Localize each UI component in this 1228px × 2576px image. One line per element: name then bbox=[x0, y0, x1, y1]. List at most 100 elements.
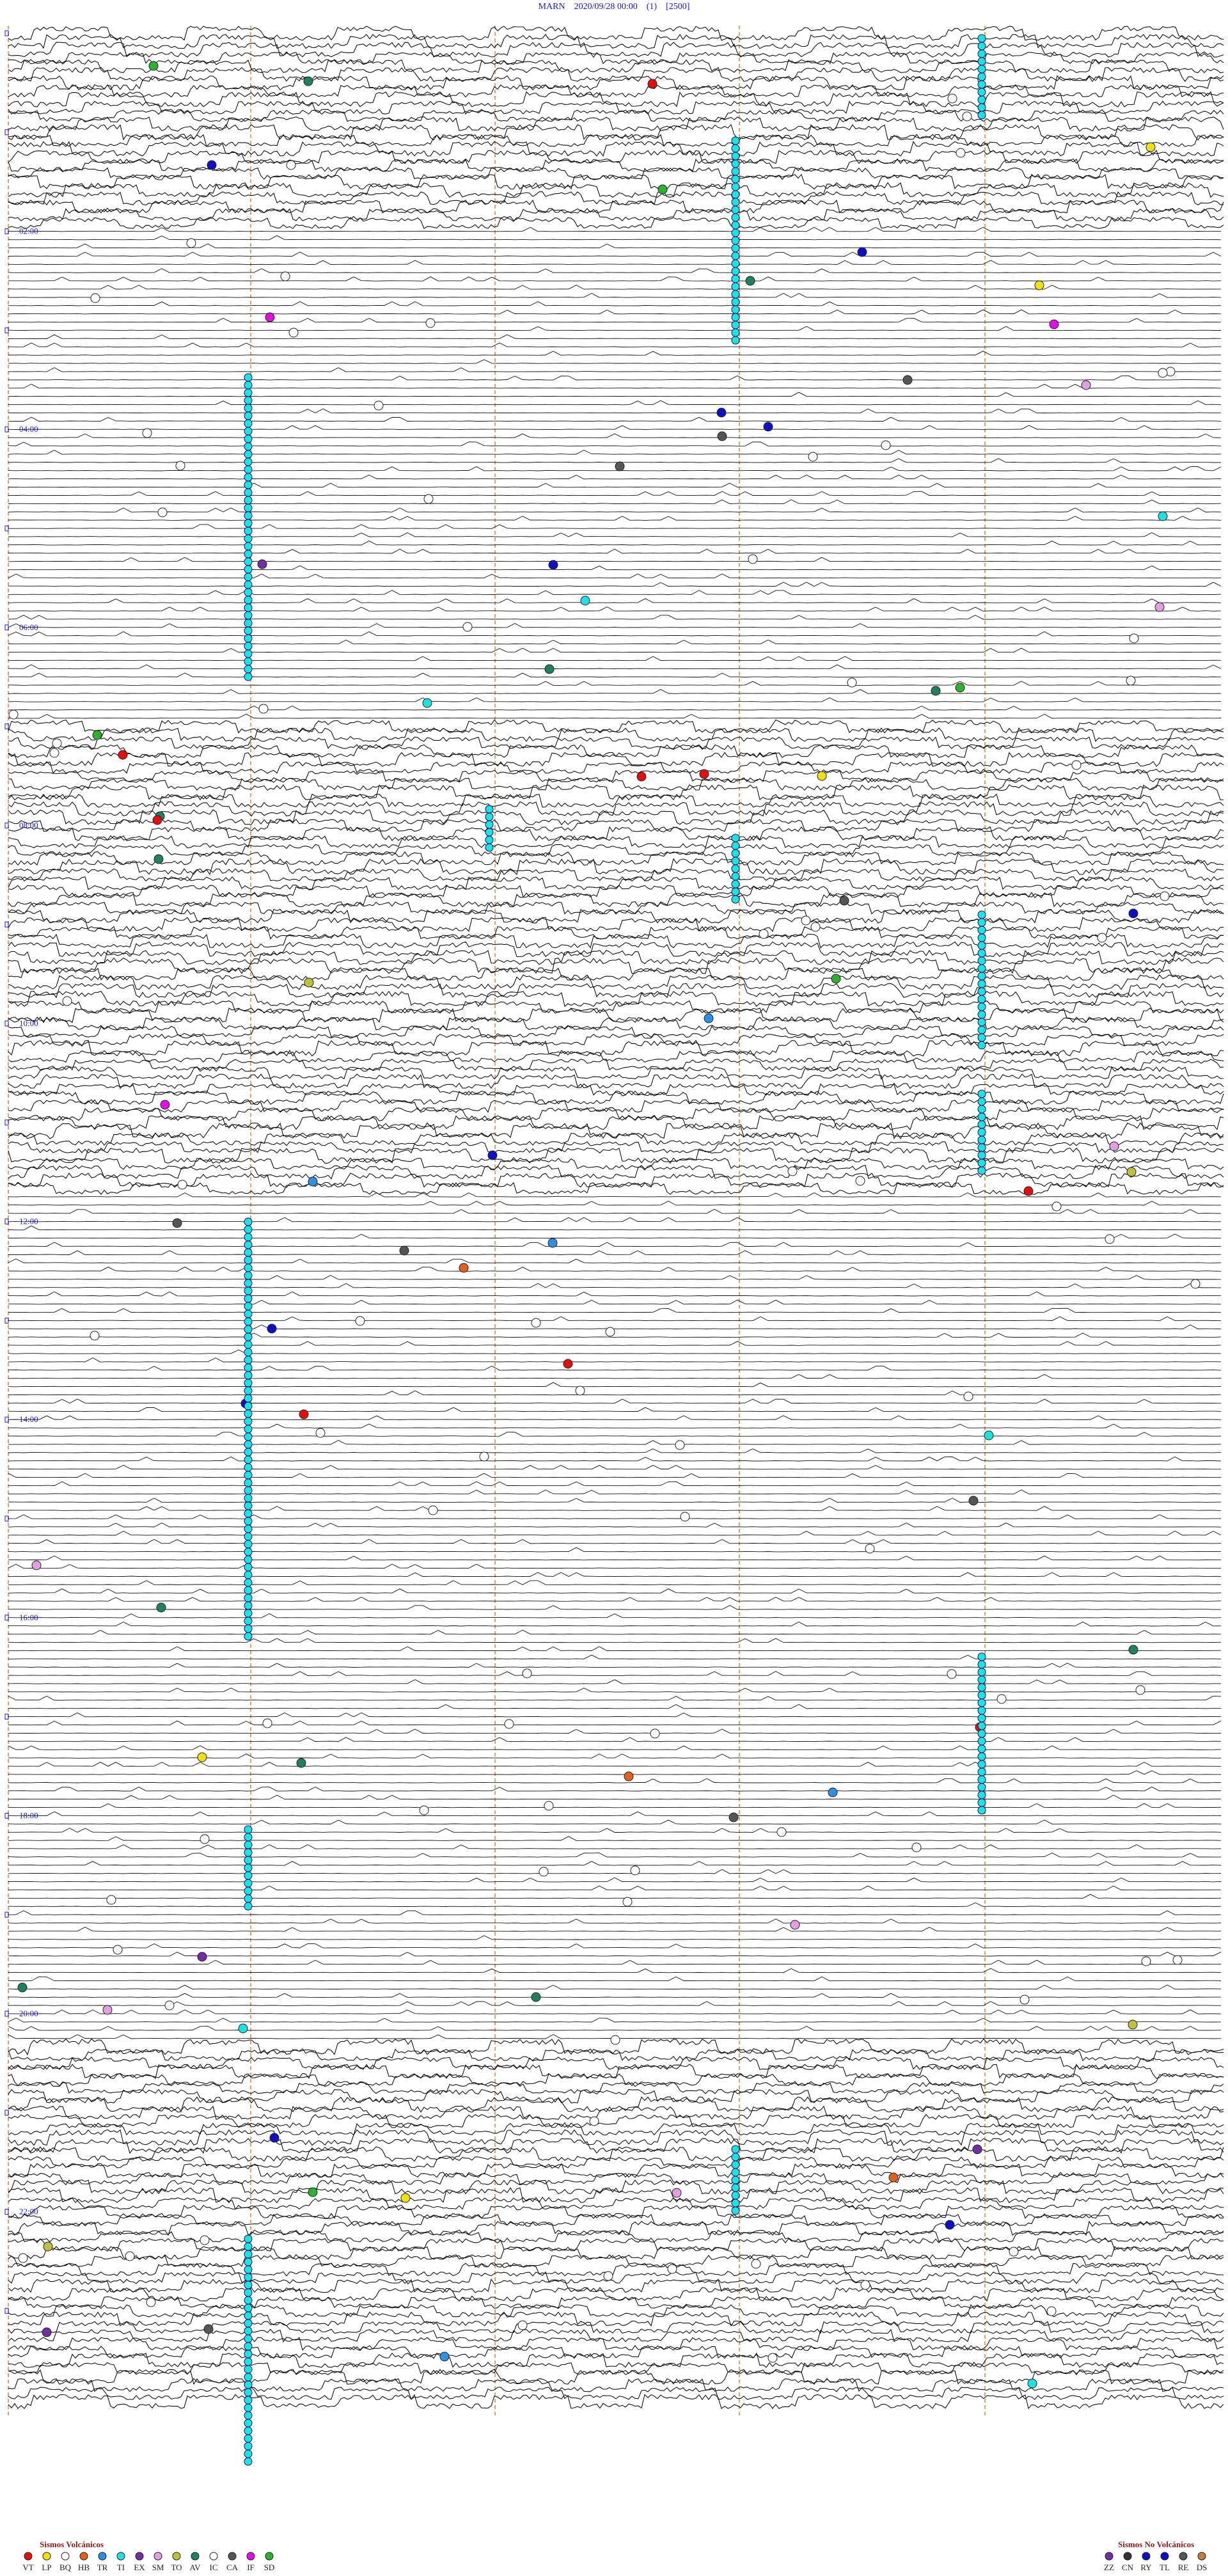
trace bbox=[8, 885, 1224, 898]
event-marker bbox=[787, 1166, 798, 1176]
event-marker bbox=[680, 1512, 690, 1522]
tremor-marker bbox=[244, 1240, 253, 1249]
event-marker bbox=[911, 1842, 922, 1853]
trace bbox=[8, 1703, 1222, 1709]
hour-bracket bbox=[4, 723, 9, 730]
trace bbox=[8, 260, 1222, 265]
event-marker bbox=[197, 1952, 207, 1962]
trace bbox=[8, 2387, 1224, 2400]
tremor-marker bbox=[977, 95, 986, 104]
event-marker bbox=[902, 375, 913, 385]
event-marker bbox=[647, 79, 657, 89]
tremor-marker bbox=[731, 144, 740, 153]
event-marker bbox=[459, 1263, 469, 1273]
event-marker bbox=[1009, 2247, 1019, 2257]
trace bbox=[8, 1192, 1222, 1197]
trace bbox=[8, 1737, 1222, 1742]
trace bbox=[8, 226, 1221, 232]
tremor-marker bbox=[244, 1279, 253, 1288]
tremor-marker bbox=[244, 596, 253, 604]
tremor-marker bbox=[244, 1402, 253, 1410]
event-marker bbox=[962, 111, 972, 122]
tremor-marker bbox=[244, 1317, 253, 1326]
hour-bracket bbox=[4, 822, 9, 828]
trace bbox=[8, 2303, 1224, 2318]
tremor-marker bbox=[244, 1271, 253, 1280]
legend-title: Sismos No Volcánicos bbox=[1118, 2540, 1194, 2549]
tremor-marker bbox=[977, 1683, 986, 1692]
tremor-marker bbox=[731, 213, 740, 222]
trace bbox=[8, 292, 1222, 298]
trace bbox=[8, 926, 1224, 940]
event-marker bbox=[1154, 602, 1165, 612]
tremor-marker bbox=[244, 419, 253, 428]
tremor-marker bbox=[244, 1432, 253, 1441]
event-marker bbox=[1145, 142, 1156, 152]
event-marker bbox=[817, 771, 827, 781]
trace bbox=[8, 892, 1224, 908]
hour-bracket bbox=[4, 327, 9, 333]
trace bbox=[8, 573, 1222, 579]
event-marker bbox=[544, 664, 555, 674]
tremor-marker bbox=[244, 1616, 253, 1625]
event-marker bbox=[31, 1560, 42, 1570]
tremor-marker bbox=[977, 949, 986, 958]
trace bbox=[8, 1489, 1222, 1495]
tremor-marker bbox=[244, 1632, 253, 1641]
trace bbox=[8, 672, 1222, 677]
trace bbox=[8, 719, 1224, 734]
tremor-marker bbox=[244, 1848, 253, 1857]
event-marker bbox=[1023, 1186, 1034, 1196]
tremor-marker bbox=[244, 473, 253, 482]
event-marker bbox=[102, 2005, 113, 2015]
trace bbox=[8, 2369, 1224, 2385]
tremor-marker bbox=[244, 1233, 253, 1242]
event-marker bbox=[615, 461, 625, 471]
trace bbox=[8, 557, 1222, 562]
trace bbox=[8, 2026, 1222, 2031]
trace bbox=[8, 727, 1224, 742]
event-marker bbox=[624, 1771, 634, 1782]
event-marker bbox=[355, 1316, 365, 1326]
trace bbox=[8, 1050, 1224, 1063]
trace bbox=[8, 1885, 1221, 1891]
tremor-marker bbox=[244, 1501, 253, 1510]
trace bbox=[8, 1497, 1222, 1503]
tremor-marker bbox=[485, 835, 494, 844]
event-marker bbox=[422, 698, 432, 708]
tremor-marker bbox=[977, 1089, 986, 1098]
event-marker bbox=[90, 1331, 100, 1341]
hour-bracket bbox=[4, 2307, 9, 2314]
event-marker bbox=[956, 148, 966, 158]
event-marker bbox=[548, 560, 558, 570]
tremor-marker bbox=[977, 1166, 986, 1175]
trace bbox=[8, 744, 1224, 758]
trace bbox=[8, 516, 1222, 521]
event-marker bbox=[657, 184, 668, 194]
tremor-marker bbox=[977, 1041, 986, 1050]
event-marker bbox=[172, 1218, 182, 1228]
trace bbox=[8, 499, 1222, 505]
trace bbox=[8, 1357, 1222, 1363]
time-label: 04:00 bbox=[19, 424, 38, 434]
event-marker bbox=[49, 748, 59, 758]
tremor-marker bbox=[244, 1217, 253, 1226]
trace bbox=[8, 367, 1222, 372]
tremor-marker bbox=[244, 511, 253, 520]
event-marker bbox=[947, 1669, 957, 1679]
trace bbox=[8, 656, 1222, 661]
tremor-marker bbox=[244, 2296, 253, 2305]
trace bbox=[8, 957, 1224, 974]
trace bbox=[8, 1786, 1222, 1792]
trace bbox=[8, 1332, 1222, 1338]
trace bbox=[8, 809, 1224, 826]
tremor-marker bbox=[731, 2153, 740, 2161]
tremor-marker bbox=[244, 1263, 253, 1272]
event-marker bbox=[605, 1327, 615, 1337]
trace bbox=[8, 664, 1222, 670]
trace bbox=[8, 1456, 1222, 1462]
trace bbox=[8, 1728, 1222, 1734]
tremor-marker bbox=[977, 1675, 986, 1684]
trace bbox=[8, 1083, 1224, 1096]
